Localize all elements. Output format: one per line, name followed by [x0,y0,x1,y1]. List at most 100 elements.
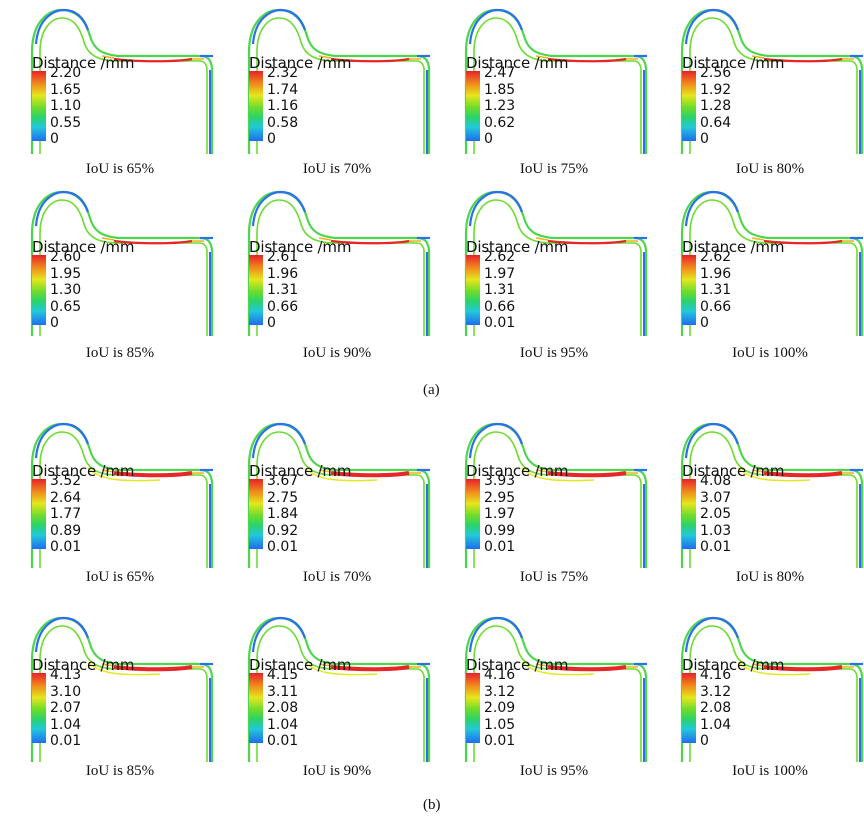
profile-drawing [247,8,431,154]
colorbar-tick-label: 3.07 [700,489,732,506]
colorbar-tick-label: 0.89 [50,522,82,539]
deviation-transition [751,663,854,668]
profile-outer-edge [30,190,214,336]
profile-drawing [30,190,214,336]
deviation-transition [751,237,854,242]
colorbar-tick-label: 0.01 [700,539,732,555]
colorbar-tick-label: 0.92 [267,522,299,539]
deviation-hotspot [330,57,410,63]
profile-arc-segment [684,8,740,45]
colorbar-tick-label: 1.31 [484,282,516,298]
legend-title: Distance /mm [32,462,135,480]
profile-arc-segment [34,190,90,227]
deviation-band [87,661,161,676]
panel-caption: IoU is 65% [85,161,155,177]
colorbar-tick-label: 2.60 [50,249,82,265]
colorbar-tick-label: 0.01 [484,733,516,749]
distance-map-panel: Distance /mm 2.32 1.74 1.16 0.58 0 IoU is 70% [227,4,437,194]
profile-outer-edge [464,8,648,154]
deviation-transition [535,663,638,668]
colorbar-tick-label: 0.01 [484,315,516,331]
deviation-transition [318,469,421,474]
colorbar-tick-label: 0.65 [50,298,82,315]
colorbar-tick-label: 1.97 [484,265,516,282]
colorbar-tick-label: 2.75 [267,489,299,506]
colorbar-tick-label: 1.92 [700,81,732,98]
deviation-transition [751,469,854,474]
deviation-transition [101,55,204,60]
profile-drawing [680,8,864,154]
panel-caption: IoU is 85% [85,345,155,361]
colorbar-tick-label: 4.08 [700,473,732,489]
deviation-hotspot [330,471,410,478]
legend-title: Distance /mm [466,462,569,480]
colorbar-tick-label: 4.13 [50,667,82,683]
colorbar-tick-label: 1.28 [700,98,732,114]
colorbar-tick-label: 3.12 [484,683,516,700]
panel-caption: IoU is 95% [519,345,589,361]
colorbar [466,673,480,743]
profile-outer-edge [680,422,864,568]
profile-arc-segment [34,8,90,45]
profile-outer-edge [247,190,431,336]
profile-inner-edge [473,199,642,336]
deviation-transition [318,663,421,668]
colorbar-tick-label: 0 [700,131,709,147]
profile-inner-edge [689,625,858,762]
colorbar [466,479,480,549]
distance-map-panel: Distance /mm 4.08 3.07 2.05 1.03 0.01 IoU is 8… [660,418,864,608]
colorbar-tick-label: 1.84 [267,506,299,522]
panel-caption: IoU is 75% [519,161,589,177]
colorbar-tick-label: 0.58 [267,114,299,131]
deviation-hotspot [763,57,843,63]
profile-inner-edge [256,17,425,154]
colorbar-tick-label: 3.52 [50,473,82,489]
deviation-transition [535,469,638,474]
profile-drawing [247,190,431,336]
colorbar-tick-label: 3.12 [700,683,732,700]
profile-drawing [247,422,431,568]
deviation-hotspot [113,471,193,478]
profile-inner-edge [256,625,425,762]
colorbar-tick-label: 0 [700,315,709,331]
profile-outer-edge [464,616,648,762]
deviation-hotspot [330,665,410,672]
legend-title: Distance /mm [249,238,352,256]
legend-title: Distance /mm [466,656,569,674]
legend-title: Distance /mm [682,54,785,72]
panel-caption: IoU is 100% [732,345,808,361]
colorbar-tick-label: 0 [50,131,59,147]
profile-arc-segment [34,422,90,459]
colorbar-tick-label: 1.16 [267,98,299,114]
colorbar-tick-label: 2.32 [267,65,299,81]
colorbar-tick-label: 1.05 [484,716,516,733]
profile-drawing [680,190,864,336]
distance-map-panel: Distance /mm 2.60 1.95 1.30 0.65 0 IoU is 85% [10,186,220,376]
colorbar-tick-label: 2.47 [484,65,516,81]
colorbar-tick-label: 1.30 [50,282,82,298]
panel-caption: IoU is 95% [519,763,589,779]
colorbar-tick-label: 1.04 [50,716,82,733]
colorbar-tick-label: 1.74 [267,81,299,98]
colorbar-tick-label: 1.04 [700,716,732,733]
profile-arc-segment [251,422,307,459]
profile-outer-edge [30,8,214,154]
colorbar-tick-label: 0.01 [50,733,82,749]
deviation-band [87,467,161,482]
colorbar-tick-label: 3.93 [484,473,516,489]
profile-arc-segment [684,616,740,653]
colorbar-tick-label: 4.15 [267,667,299,683]
legend-title: Distance /mm [249,462,352,480]
colorbar [466,71,480,141]
colorbar-tick-label: 4.16 [700,667,732,683]
profile-drawing [30,616,214,762]
legend-title: Distance /mm [682,656,785,674]
profile-inner-edge [256,431,425,568]
colorbar-tick-label: 0.01 [267,539,299,555]
profile-drawing [30,422,214,568]
deviation-band [304,467,378,482]
subfigure-label-a: (a) [423,382,440,398]
colorbar [32,71,46,141]
profile-inner-edge [689,431,858,568]
profile-outer-edge [464,422,648,568]
